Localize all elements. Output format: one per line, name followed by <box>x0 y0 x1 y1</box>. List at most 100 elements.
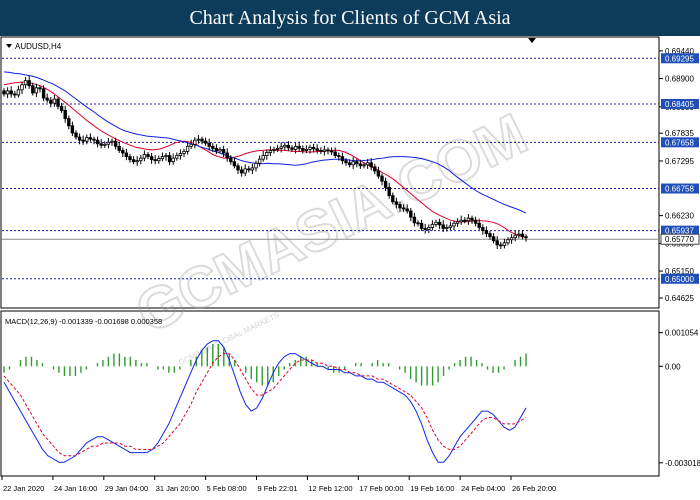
candle-bullish <box>459 219 463 223</box>
candle-bearish <box>347 162 352 166</box>
time-tick-label: 5 Feb 08:00 <box>207 484 247 493</box>
candle-bearish <box>81 139 85 142</box>
candle-bullish <box>308 146 312 150</box>
level-price-tag <box>661 98 699 109</box>
candle-bearish <box>63 109 67 119</box>
candle-bullish <box>293 145 298 150</box>
candle-bearish <box>387 186 391 197</box>
candle-bearish <box>297 145 301 149</box>
candle-bearish <box>124 152 129 157</box>
candle-bearish <box>520 233 525 238</box>
candle-bearish <box>247 168 251 171</box>
candle-bearish <box>333 151 337 156</box>
candle-bullish <box>506 239 510 244</box>
audusd-chart: GCMASIA.COM GCMASIA GLOBAL MARKETS 0.694… <box>0 36 700 493</box>
candle-bearish <box>2 90 6 95</box>
candle-bullish <box>189 143 193 147</box>
price-tick-label: 0.68900 <box>665 75 694 84</box>
macd-title: MACD(12,26,9) -0.001339 -0.001698 0.0003… <box>5 317 162 326</box>
candle-bearish <box>398 203 402 209</box>
candle-bearish <box>229 157 233 163</box>
symbol-label[interactable]: AUDUSD,H4 <box>6 42 62 51</box>
candle-bearish <box>49 99 53 104</box>
macd-line <box>3 340 527 463</box>
time-tick-label: 9 Feb 22:01 <box>258 484 298 493</box>
candle-bullish <box>142 154 147 159</box>
candle-bearish <box>203 140 208 144</box>
candle-bullish <box>430 223 435 228</box>
watermark: GCMASIA.COM GCMASIA GLOBAL MARKETS <box>125 100 538 367</box>
macd-panel-frame <box>0 310 660 477</box>
candle-bullish <box>279 146 283 149</box>
candle-bullish <box>466 217 471 222</box>
price-tick-label: 0.66230 <box>665 212 694 221</box>
time-tick-label: 22 Jan 2020 <box>3 484 44 493</box>
level-price-tag <box>661 137 699 148</box>
ma-fast-line <box>3 81 527 239</box>
chevron-down-icon[interactable] <box>6 44 12 48</box>
macd-histogram-layer <box>3 343 527 386</box>
candle-bearish <box>113 140 118 147</box>
candle-bearish <box>524 236 528 239</box>
candle-bearish <box>463 219 467 222</box>
time-tick-label: 24 Feb 04:00 <box>461 484 505 493</box>
level-price-label: 0.67658 <box>665 138 694 147</box>
candle-bullish <box>272 148 276 151</box>
time-tick-label: 29 Jan 04:00 <box>105 484 148 493</box>
macd-signal-line <box>3 353 527 457</box>
candle-bullish <box>193 139 197 145</box>
candle-bullish <box>160 156 165 160</box>
candle-bearish <box>391 195 395 203</box>
candle-bullish <box>365 162 370 166</box>
current-price-label: 0.65770 <box>665 235 694 244</box>
candle-bullish <box>445 227 449 229</box>
candle-bullish <box>85 137 89 142</box>
price-tick-label: 0.67295 <box>665 157 694 166</box>
candle-bearish <box>92 138 96 141</box>
price-tick-label: 0.67835 <box>665 129 694 138</box>
candle-bearish <box>441 224 445 229</box>
candle-bullish <box>218 148 222 152</box>
chart-banner-title: Chart Analysis for Clients of GCM Asia <box>0 0 700 36</box>
candle-bullish <box>34 87 39 94</box>
candle-bullish <box>362 164 366 167</box>
candle-bullish <box>20 84 24 91</box>
candle-bearish <box>290 147 294 150</box>
macd-lines-layer <box>3 340 527 463</box>
candle-bullish <box>257 158 262 164</box>
candle-bearish <box>128 156 132 161</box>
candle-bullish <box>351 161 355 166</box>
candle-bearish <box>286 144 291 149</box>
candle-bullish <box>502 242 507 246</box>
candle-bearish <box>473 219 478 224</box>
candle-bearish <box>416 222 420 225</box>
candle-bullish <box>182 151 186 154</box>
candle-bearish <box>412 216 417 224</box>
candle-bullish <box>23 80 28 86</box>
level-price-label: 0.69295 <box>665 54 694 63</box>
candle-bearish <box>59 105 64 111</box>
candle-bearish <box>437 221 442 226</box>
candle-bullish <box>250 167 255 171</box>
candle-bullish <box>106 141 111 145</box>
candle-bearish <box>88 137 93 140</box>
candle-bearish <box>301 147 305 151</box>
candle-bearish <box>232 161 237 167</box>
level-price-tag <box>661 183 699 194</box>
candle-bullish <box>16 89 21 96</box>
candle-bearish <box>326 149 330 152</box>
candle-bearish <box>383 180 388 188</box>
candle-bearish <box>337 155 341 157</box>
candle-bearish <box>319 150 323 152</box>
candle-bearish <box>77 136 82 141</box>
candle-bearish <box>405 208 409 212</box>
candle-bearish <box>167 155 172 163</box>
candle-bullish <box>157 158 161 162</box>
candle-bearish <box>95 139 100 145</box>
level-price-label: 0.65937 <box>665 227 694 236</box>
candle-bearish <box>344 160 348 164</box>
candle-bearish <box>9 90 13 95</box>
candle-bullish <box>135 160 139 163</box>
candle-bearish <box>311 146 316 150</box>
time-tick-label: 19 Feb 16:00 <box>410 484 454 493</box>
